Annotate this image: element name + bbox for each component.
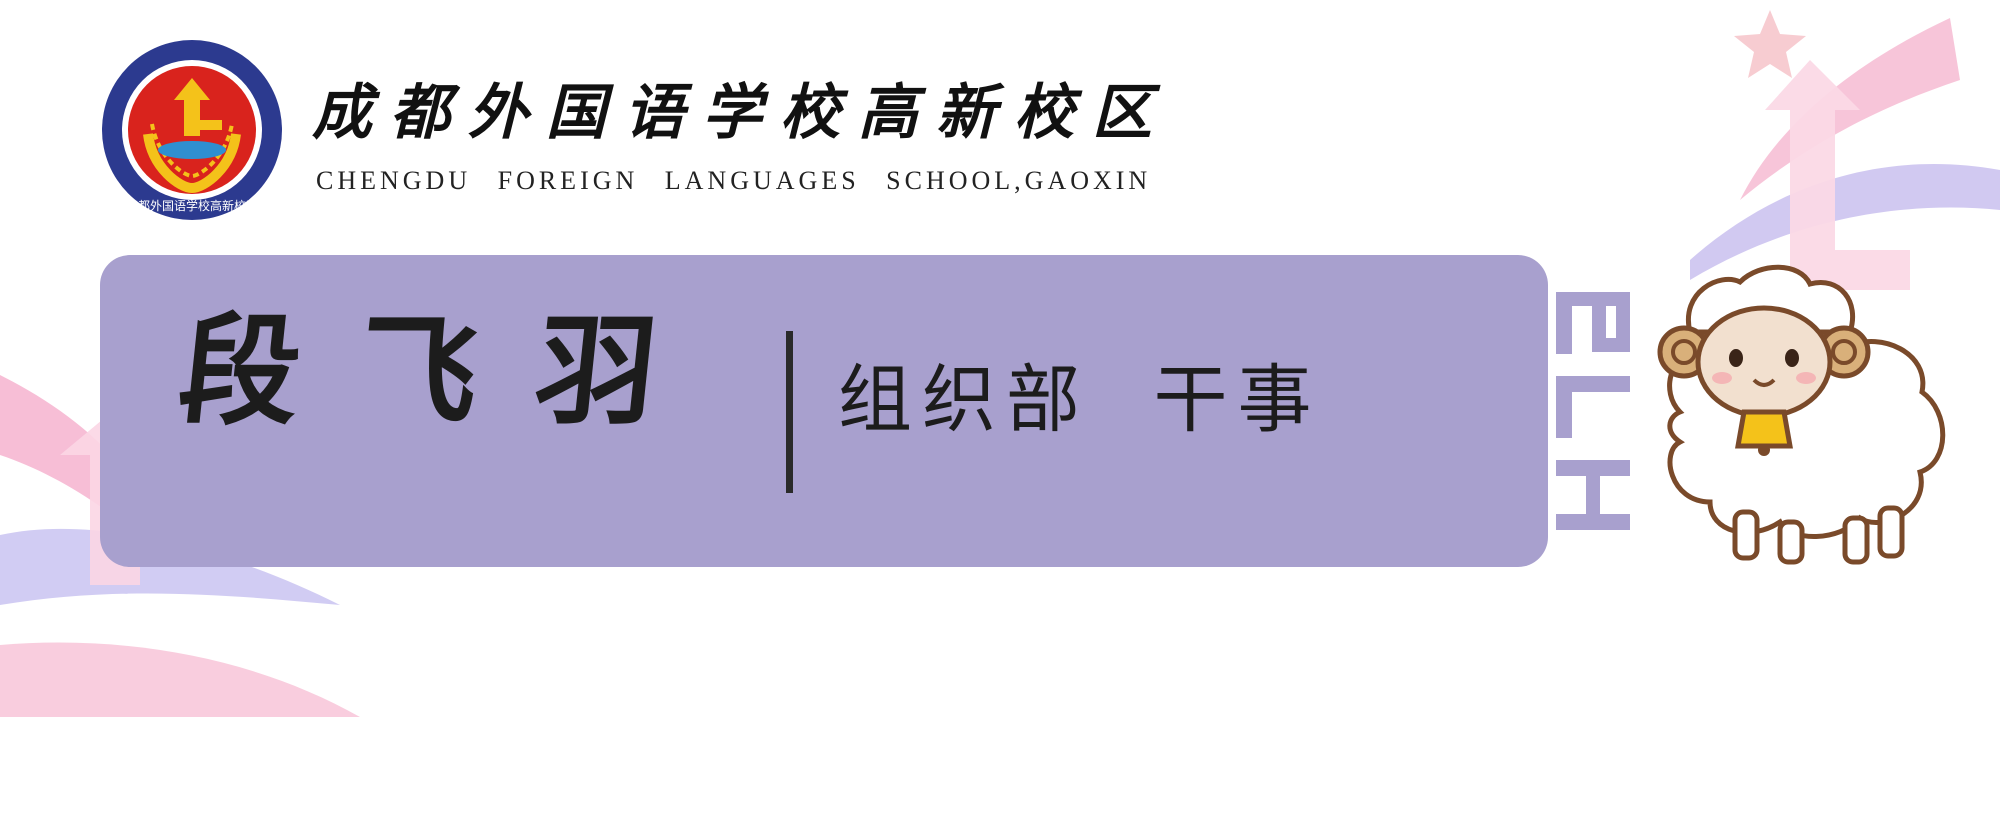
name-card: 段飞羽 组织部 干事 <box>100 255 1548 567</box>
sheep-mascot-icon <box>1657 264 1946 565</box>
person-name: 段飞羽 <box>172 303 722 442</box>
school-emblem-icon: 成都外国语学校高新校区 <box>102 40 282 220</box>
name-role-divider <box>786 331 793 493</box>
school-name-english: CHENGDU FOREIGN LANGUAGES SCHOOL,GAOXIN <box>316 166 1152 195</box>
fifth-anniversary-badge <box>1556 292 1630 530</box>
role-title: 组织部 干事 <box>838 357 1322 443</box>
svg-text:成都外国语学校高新校区: 成都外国语学校高新校区 <box>126 198 258 213</box>
right-ribbon-decoration <box>1690 10 2000 290</box>
school-name-chinese: 成都外国语学校高新校区 <box>312 78 1170 148</box>
